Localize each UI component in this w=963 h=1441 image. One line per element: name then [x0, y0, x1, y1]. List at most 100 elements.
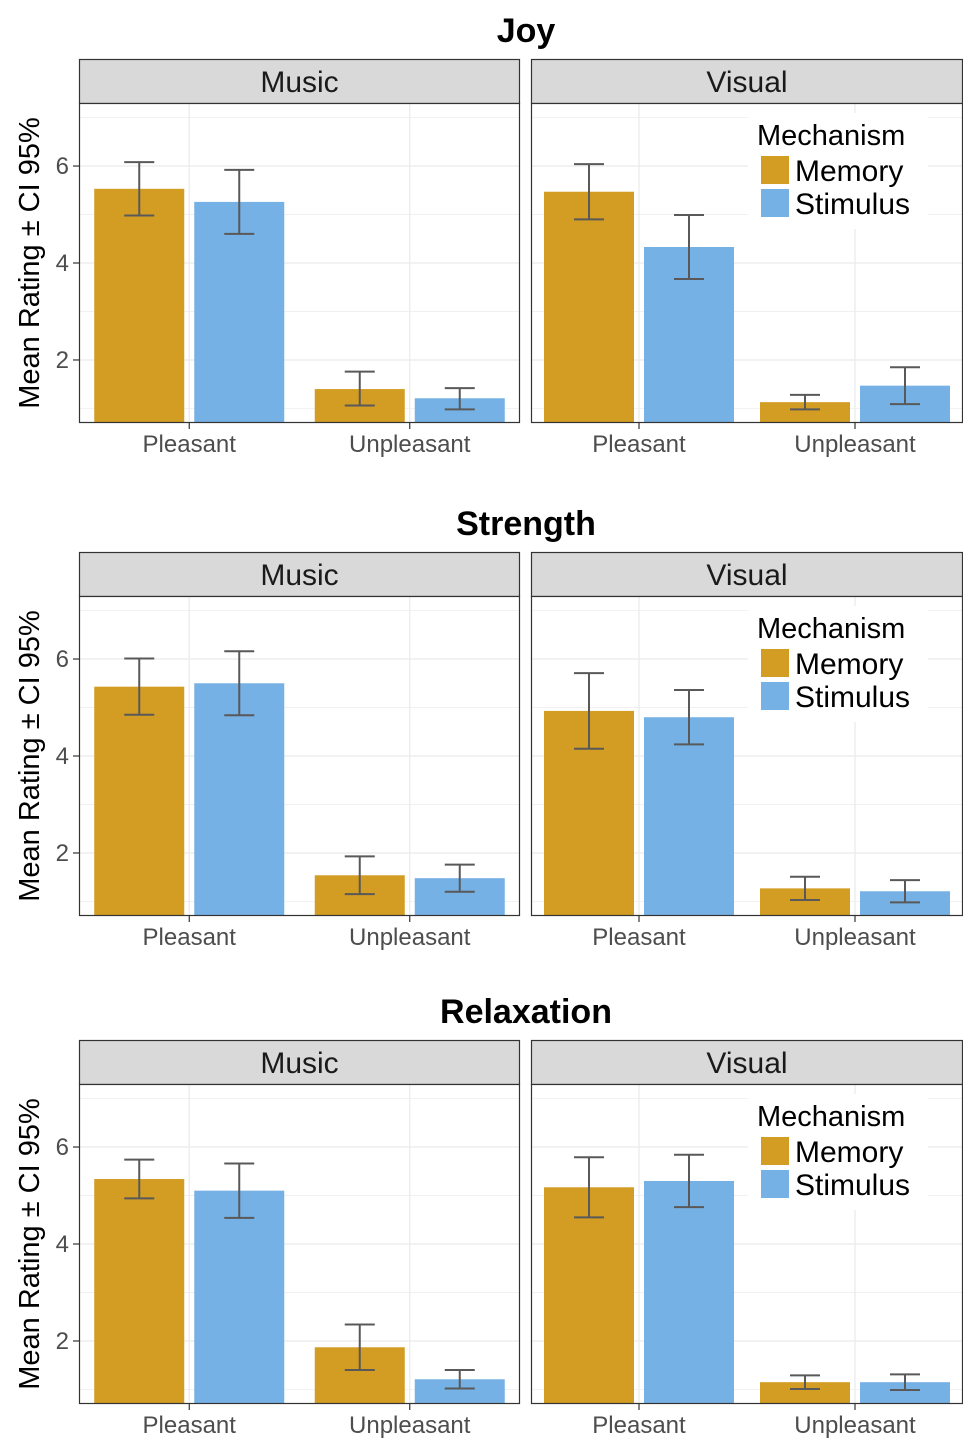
legend-key-stimulus: [761, 682, 789, 710]
bar-stimulus-pleasant: [194, 201, 285, 423]
panel-visual: Visual Pleasant Unpleasant MechanismMemoryS…: [530, 58, 963, 458]
x-tick-label: Unpleasant: [349, 431, 471, 458]
chart-title: Strength: [456, 505, 596, 543]
error-bar-memory-unpleasant: [790, 875, 820, 901]
error-bar-stimulus-pleasant: [224, 168, 255, 235]
legend-title: Mechanism: [757, 120, 905, 152]
facet-strip: [530, 1039, 963, 1086]
legend-title: Mechanism: [757, 613, 905, 645]
error-bar-stimulus-pleasant: [674, 689, 704, 746]
facet-strip-label: Music: [260, 559, 338, 592]
y-axis-label: Mean Rating ± CI 95%: [14, 1098, 46, 1390]
panel-music: Music Pleasant Unpleasant 2 4 6: [56, 58, 521, 458]
legend-key-memory: [761, 156, 789, 184]
error-bar-memory-pleasant: [124, 161, 155, 217]
error-bar-stimulus-unpleasant: [444, 863, 475, 893]
x-tick-label: Pleasant: [592, 924, 686, 951]
panel-music: Music Pleasant Unpleasant 2 4 6: [56, 551, 521, 951]
facet-strip: [78, 551, 521, 598]
error-bar-memory-unpleasant: [344, 1323, 375, 1372]
facet-strip: [530, 551, 963, 598]
chart-row-joy: Joy Mean Rating ± CI 95% Music Pleasant Unpl…: [14, 12, 963, 458]
y-tick-label: 6: [56, 646, 69, 673]
error-bar-memory-pleasant: [574, 1156, 604, 1219]
error-bar-stimulus-pleasant: [674, 214, 704, 280]
error-bar-memory-unpleasant: [344, 370, 375, 407]
error-bar-stimulus-pleasant: [224, 1162, 255, 1219]
bar-memory-pleasant: [94, 1179, 185, 1404]
bar-memory-pleasant: [94, 188, 185, 423]
panel-visual: Visual Pleasant Unpleasant MechanismMemoryS…: [530, 1039, 963, 1439]
legend-label-memory: Memory: [795, 1136, 903, 1169]
x-tick-label: Unpleasant: [794, 1412, 916, 1439]
facet-strip-label: Visual: [706, 559, 787, 592]
y-tick-label: 4: [56, 250, 69, 277]
error-bar-memory-pleasant: [124, 657, 155, 716]
error-bar-stimulus-unpleasant: [444, 387, 475, 411]
facet-strip: [78, 58, 521, 105]
panel-border: [78, 1083, 521, 1405]
legend-key-memory: [761, 1137, 789, 1165]
bar-memory-pleasant: [544, 191, 634, 423]
error-bar-memory-pleasant: [124, 1158, 155, 1200]
y-tick-label: 4: [56, 743, 69, 770]
chart-row-strength: Strength Mean Rating ± CI 95% Music Pleasan…: [14, 505, 963, 951]
legend-key-stimulus: [761, 1170, 789, 1198]
x-tick-label: Pleasant: [592, 431, 686, 458]
error-bar-memory-pleasant: [574, 672, 604, 750]
bar-memory-pleasant: [544, 1187, 634, 1404]
chart-title: Joy: [497, 12, 556, 50]
bar-stimulus-unpleasant: [860, 1382, 950, 1404]
legend-label-stimulus: Stimulus: [795, 188, 910, 221]
legend-label-stimulus: Stimulus: [795, 1169, 910, 1202]
error-bar-memory-pleasant: [574, 163, 604, 221]
bar-stimulus-pleasant: [644, 717, 734, 916]
panel-border: [78, 595, 521, 917]
error-bar-stimulus-pleasant: [674, 1153, 704, 1209]
y-tick-label: 2: [56, 347, 69, 374]
bar-memory-pleasant: [94, 686, 185, 916]
y-tick-label: 2: [56, 840, 69, 867]
legend-label-memory: Memory: [795, 155, 903, 188]
facet-strip-label: Music: [260, 66, 338, 99]
y-tick-label: 2: [56, 1328, 69, 1355]
x-tick-label: Unpleasant: [349, 924, 471, 951]
y-tick-label: 6: [56, 1134, 69, 1161]
y-axis-label: Mean Rating ± CI 95%: [14, 117, 46, 409]
legend-label-memory: Memory: [795, 648, 903, 681]
error-bar-stimulus-unpleasant: [890, 879, 920, 904]
panel-border: [78, 102, 521, 424]
bar-memory-unpleasant: [760, 402, 850, 423]
facet-strip-label: Visual: [706, 1047, 787, 1080]
bar-stimulus-pleasant: [644, 1180, 734, 1404]
legend-title: Mechanism: [757, 1101, 905, 1133]
error-bar-memory-unpleasant: [344, 855, 375, 896]
error-bar-memory-unpleasant: [790, 393, 820, 411]
legend-key-stimulus: [761, 189, 789, 217]
chart-row-relaxation: Relaxation Mean Rating ± CI 95% Music Pleas…: [14, 993, 963, 1439]
legend-label-stimulus: Stimulus: [795, 681, 910, 714]
bar-stimulus-pleasant: [194, 1190, 285, 1404]
x-tick-label: Unpleasant: [794, 431, 916, 458]
y-axis-label: Mean Rating ± CI 95%: [14, 610, 46, 902]
x-tick-label: Unpleasant: [794, 924, 916, 951]
x-tick-label: Pleasant: [143, 1412, 237, 1439]
chart-title: Relaxation: [440, 993, 612, 1031]
error-bar-stimulus-unpleasant: [890, 1373, 920, 1391]
panel-music: Music Pleasant Unpleasant 2 4 6: [56, 1039, 521, 1439]
x-tick-label: Pleasant: [143, 924, 237, 951]
facet-strip-label: Music: [260, 1047, 338, 1080]
y-tick-label: 4: [56, 1231, 69, 1258]
facet-strip: [78, 1039, 521, 1086]
error-bar-memory-unpleasant: [790, 1374, 820, 1390]
legend-key-memory: [761, 649, 789, 677]
panel-visual: Visual Pleasant Unpleasant MechanismMemoryS…: [530, 551, 963, 951]
error-bar-stimulus-unpleasant: [890, 366, 920, 406]
error-bar-stimulus-unpleasant: [444, 1369, 475, 1390]
x-tick-label: Pleasant: [592, 1412, 686, 1439]
y-tick-label: 6: [56, 153, 69, 180]
